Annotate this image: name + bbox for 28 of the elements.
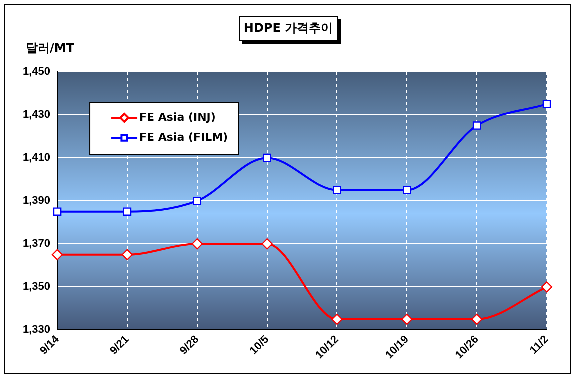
point <box>192 238 203 250</box>
point <box>52 249 64 260</box>
y-axis-title: 달러/MT <box>26 40 75 57</box>
point <box>403 186 412 194</box>
y-tick-label: 1,350 <box>22 281 51 294</box>
chart-title: HDPE 가격추이 <box>238 16 338 41</box>
x-tick-label: 9/28 <box>178 334 202 358</box>
point <box>541 282 553 293</box>
y-tick-label: 1,410 <box>22 152 51 164</box>
point <box>472 122 482 130</box>
point <box>122 249 134 260</box>
point <box>402 314 413 326</box>
x-tick-label: 9/21 <box>108 334 132 358</box>
y-tick-label: 1,390 <box>22 195 51 208</box>
point <box>123 208 132 216</box>
point <box>471 314 483 326</box>
point <box>263 154 272 162</box>
point <box>332 314 343 326</box>
y-tick-label: 1,370 <box>22 238 51 250</box>
y-tick-label: 1,430 <box>22 109 51 122</box>
legend-label: FE Asia (FILM) <box>140 130 228 144</box>
point <box>542 100 552 108</box>
point <box>333 186 342 194</box>
point <box>262 238 273 250</box>
legend-label: FE Asia (INJ) <box>140 110 216 124</box>
point <box>53 208 62 216</box>
point <box>193 196 202 206</box>
y-tick-label: 1,450 <box>22 66 51 78</box>
